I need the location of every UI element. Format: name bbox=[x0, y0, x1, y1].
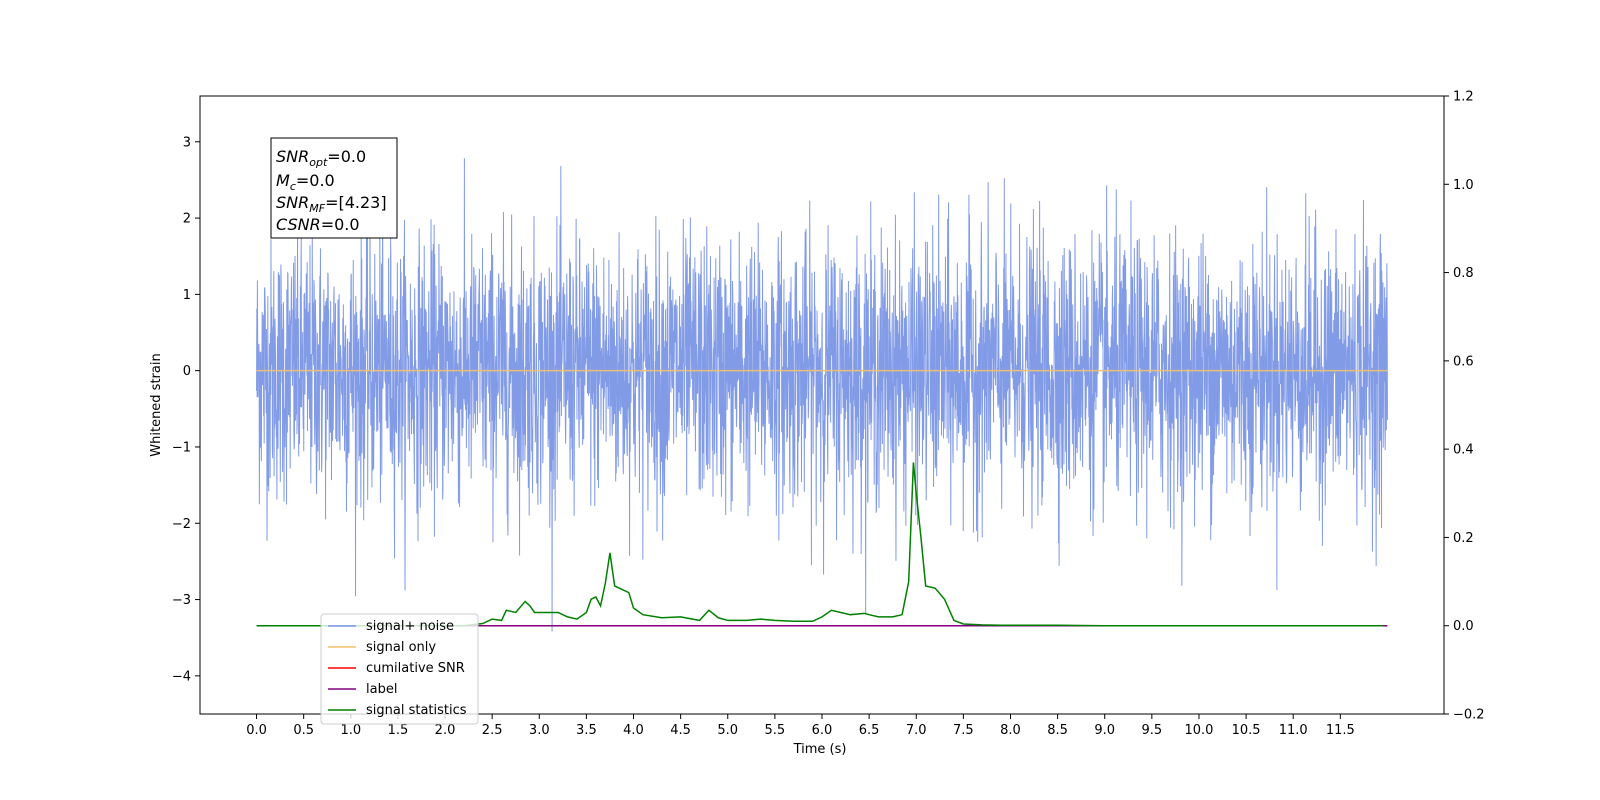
x-tick-label: 11.0 bbox=[1279, 723, 1308, 738]
y-tick-label: −3 bbox=[172, 593, 191, 608]
x-tick-label: 7.5 bbox=[953, 723, 974, 738]
legend-label-signal-statistics: signal statistics bbox=[366, 703, 467, 718]
legend: signal+ noise signal only cumilative SNR… bbox=[320, 613, 479, 725]
legend-label-signal-only: signal only bbox=[366, 640, 436, 655]
x-tick-label: 7.0 bbox=[906, 723, 927, 738]
legend-frame bbox=[320, 613, 479, 725]
y-axis-label: Whitened strain bbox=[149, 353, 164, 456]
x-tick-label: 9.5 bbox=[1142, 723, 1163, 738]
x-tick-label: 9.0 bbox=[1094, 723, 1115, 738]
x-tick-label: 11.5 bbox=[1326, 723, 1355, 738]
x-tick-label: 2.0 bbox=[435, 723, 456, 738]
legend-label-signal-noise: signal+ noise bbox=[366, 619, 454, 634]
legend-label-cumilative-snr: cumilative SNR bbox=[366, 661, 465, 676]
x-tick-label: 6.5 bbox=[859, 723, 880, 738]
y-axis-left: 3 2 1 0 −1 −2 −3 −4 bbox=[172, 135, 200, 684]
y-tick-label: −2 bbox=[172, 517, 191, 532]
y-right-tick-label: 0.8 bbox=[1453, 266, 1474, 281]
x-axis: 0.0 0.5 1.0 1.5 2.0 2.5 3.0 3.5 4.0 4.5 5.0 5.5 6.0 6… bbox=[246, 714, 1355, 738]
x-tick-label: 8.5 bbox=[1047, 723, 1068, 738]
x-tick-label: 4.5 bbox=[670, 723, 691, 738]
x-tick-label: 3.5 bbox=[576, 723, 597, 738]
x-tick-label: 5.5 bbox=[765, 723, 786, 738]
annotation-line-snr-opt: SNRopt=0.0 bbox=[276, 147, 366, 169]
annotation-line-snr-mf: SNRMF=[4.23] bbox=[276, 193, 387, 215]
x-tick-label: 2.5 bbox=[482, 723, 503, 738]
y-tick-label: 3 bbox=[183, 135, 191, 150]
x-tick-label: 5.0 bbox=[717, 723, 738, 738]
y-right-tick-label: −0.2 bbox=[1453, 708, 1485, 723]
y-right-tick-label: 1.0 bbox=[1453, 178, 1474, 193]
y-right-tick-label: 0.2 bbox=[1453, 531, 1474, 546]
y-tick-label: −4 bbox=[172, 669, 191, 684]
x-tick-label: 0.5 bbox=[293, 723, 314, 738]
x-tick-label: 1.0 bbox=[340, 723, 361, 738]
y-tick-label: 2 bbox=[183, 212, 191, 227]
y-tick-label: −1 bbox=[172, 440, 191, 455]
y-right-tick-label: 0.4 bbox=[1453, 443, 1474, 458]
y-axis-right: 1.2 1.0 0.8 0.6 0.4 0.2 0.0 −0.2 bbox=[1444, 90, 1485, 723]
y-right-tick-label: 0.6 bbox=[1453, 354, 1474, 369]
annotation-box: SNRopt=0.0 Mc=0.0 SNRMF=[4.23] CSNR=0.0 bbox=[270, 137, 398, 239]
x-tick-label: 6.0 bbox=[812, 723, 833, 738]
x-tick-label: 10.0 bbox=[1184, 723, 1213, 738]
x-tick-label: 4.0 bbox=[623, 723, 644, 738]
annotation-line-csnr: CSNR=0.0 bbox=[276, 215, 360, 234]
x-tick-label: 0.0 bbox=[246, 723, 267, 738]
legend-label-label: label bbox=[366, 682, 397, 697]
y-right-tick-label: 1.2 bbox=[1453, 90, 1474, 105]
x-tick-label: 1.5 bbox=[388, 723, 409, 738]
x-axis-label: Time (s) bbox=[793, 742, 847, 757]
x-tick-label: 10.5 bbox=[1232, 723, 1261, 738]
series-signal-noise bbox=[256, 158, 1388, 632]
x-tick-label: 3.0 bbox=[529, 723, 550, 738]
annotation-frame bbox=[270, 137, 398, 239]
x-tick-label: 8.0 bbox=[1000, 723, 1021, 738]
y-right-tick-label: 0.0 bbox=[1453, 619, 1474, 634]
y-tick-label: 0 bbox=[183, 364, 191, 379]
series-signal-statistics bbox=[256, 462, 1383, 627]
annotation-line-mc: Mc=0.0 bbox=[276, 171, 335, 193]
y-tick-label: 1 bbox=[183, 288, 191, 303]
